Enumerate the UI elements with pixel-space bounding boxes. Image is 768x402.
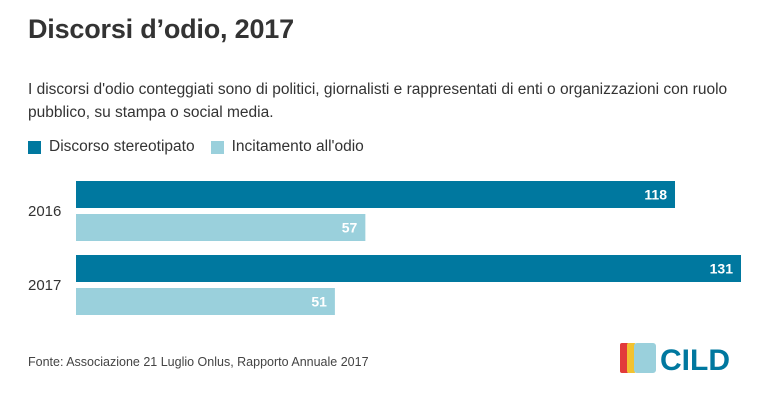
legend-item-series-1: Discorso stereotipato — [28, 138, 195, 156]
legend-label-series-1: Discorso stereotipato — [49, 138, 195, 155]
bar-2016-series-1 — [76, 181, 676, 208]
category-label-2016: 2016 — [28, 203, 61, 220]
logo-text: CILD — [660, 344, 730, 376]
data-label-2016-series-2: 57 — [342, 220, 358, 236]
logo-yellow-block — [627, 343, 636, 373]
legend-item-series-2: Incitamento all'odio — [210, 138, 364, 156]
data-label-2017-series-2: 51 — [311, 294, 327, 310]
bar-2016-series-2 — [76, 214, 366, 241]
logo-blue-block — [634, 343, 656, 373]
category-label-2017: 2017 — [28, 277, 61, 294]
legend: Discorso stereotipato Incitamento all'od… — [28, 138, 380, 156]
bar-2017-series-1 — [76, 255, 741, 282]
bar-chart: 118 57 2016 131 51 2017 — [28, 181, 741, 315]
logo-red-block — [620, 343, 629, 373]
source-note: Fonte: Associazione 21 Luglio Onlus, Rap… — [28, 355, 369, 369]
chart-subtitle: I discorsi d'odio conteggiati sono di po… — [28, 81, 728, 121]
legend-label-series-2: Incitamento all'odio — [231, 138, 364, 155]
data-label-2017-series-1: 131 — [710, 261, 734, 277]
chart-title: Discorsi d’odio, 2017 — [28, 14, 294, 44]
data-label-2016-series-1: 118 — [644, 187, 667, 203]
legend-swatch-series-2 — [210, 140, 224, 154]
legend-swatch-series-1 — [28, 140, 41, 154]
cild-logo: CILD — [620, 343, 730, 376]
bar-2017-series-2 — [76, 288, 335, 315]
